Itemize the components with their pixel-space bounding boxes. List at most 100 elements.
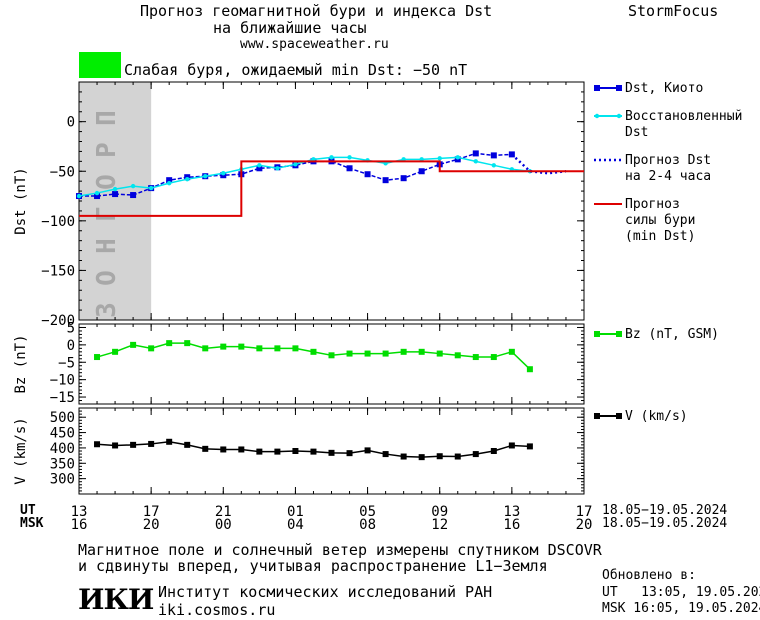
point-bz <box>310 348 317 355</box>
ut-tick-label: 09 <box>431 504 448 520</box>
point-bz <box>256 345 263 352</box>
point-v <box>202 445 209 452</box>
updated-label: Обновлено в: <box>602 568 696 583</box>
storm-status-text: Слабая буря, ожидаемый min Dst: −50 nT <box>124 61 468 79</box>
msk-label: MSK <box>20 516 44 531</box>
point-v <box>256 448 263 455</box>
point-restored <box>94 190 100 196</box>
point-restored <box>112 186 118 192</box>
point-bz <box>220 343 227 350</box>
bz-ytick-label: −15 <box>50 390 75 406</box>
v-ytick-label: 450 <box>50 426 75 442</box>
point-v <box>184 441 191 448</box>
point-restored <box>221 171 226 176</box>
point-dst_kyoto <box>112 191 119 198</box>
point-bz <box>328 352 335 359</box>
point-dst_kyoto <box>382 177 389 184</box>
forecast-band <box>79 82 152 320</box>
v-ytick-label: 500 <box>50 410 75 426</box>
point-v <box>112 442 119 449</box>
point-bz <box>94 354 101 361</box>
institute-name: Институт космических исследований РАН <box>158 583 493 601</box>
ut-tick-label: 17 <box>576 504 593 520</box>
point-bz <box>454 352 461 359</box>
legend-label-bz: Bz (nT, GSM) <box>625 327 719 342</box>
legend-label-storm_force: силы бури <box>625 213 695 228</box>
bz-ylabel: Bz (nT) <box>13 334 29 393</box>
point-v <box>526 443 533 450</box>
dst-ytick-label: −100 <box>41 214 75 230</box>
footer-note-line-2: и сдвинуты вперед, учитывая распростране… <box>78 557 548 575</box>
legend-label-forecast: Прогноз Dst <box>625 153 711 168</box>
forecast-band-letter: Г <box>92 206 122 222</box>
legend-label-dst_kyoto: Dst, Киото <box>625 81 703 96</box>
msk-date-range: 18.05−19.05.2024 <box>602 516 728 531</box>
ut-tick-label: 21 <box>215 504 232 520</box>
point-restored <box>293 162 298 167</box>
point-bz <box>490 354 497 361</box>
dst-frame <box>78 81 585 321</box>
point-v <box>508 442 515 449</box>
point-dst_kyoto <box>130 192 137 199</box>
brand-name: StormFocus <box>628 2 719 20</box>
website-link[interactable]: www.spaceweather.ru <box>240 37 389 52</box>
legend-marker-dst_kyoto <box>594 85 600 91</box>
legend-marker-v <box>594 413 600 419</box>
ut-tick-label: 17 <box>143 504 160 520</box>
point-restored <box>437 156 442 161</box>
point-v <box>148 440 155 447</box>
msk-tick-label: 00 <box>215 517 232 533</box>
legend-marker-restored <box>616 113 622 119</box>
dst-ytick-label: −150 <box>41 263 75 279</box>
iki-logo: ИКИ <box>78 583 154 616</box>
msk-tick-label: 20 <box>576 517 593 533</box>
point-dst_kyoto <box>418 168 425 175</box>
point-bz <box>508 348 515 355</box>
point-bz <box>166 340 173 347</box>
forecast-band-letter: О <box>92 174 122 190</box>
ut-label: UT <box>20 503 36 518</box>
point-restored <box>130 183 136 189</box>
v-ylabel: V (km/s) <box>13 417 29 484</box>
msk-tick-label: 20 <box>143 517 160 533</box>
point-bz <box>382 350 389 357</box>
point-v <box>400 453 407 460</box>
point-restored <box>347 155 352 160</box>
point-restored <box>491 163 497 168</box>
bz-frame <box>78 323 585 405</box>
point-restored <box>455 155 460 160</box>
v-ytick-label: 400 <box>50 441 75 457</box>
legend-marker-bz <box>594 331 600 337</box>
legend-label-restored: Dst <box>625 125 648 140</box>
updated-msk: MSK 16:05, 19.05.2024 <box>602 601 760 616</box>
point-v <box>292 448 299 454</box>
forecast-band-letter: Н <box>92 238 122 254</box>
msk-tick-label: 04 <box>287 517 304 533</box>
point-v <box>364 447 371 454</box>
ut-tick-label: 13 <box>503 504 520 520</box>
point-restored <box>473 159 478 164</box>
v-ytick-label: 300 <box>50 472 75 488</box>
point-bz <box>130 341 137 348</box>
point-bz <box>292 345 299 352</box>
forecast-band-letter: Р <box>92 142 122 158</box>
point-restored <box>148 185 154 191</box>
title-line-1: Прогноз геомагнитной бури и индекса Dst <box>140 2 493 20</box>
institute-site-link[interactable]: iki.cosmos.ru <box>158 601 276 619</box>
legend-label-restored: Восстановленный <box>625 109 742 124</box>
point-v <box>220 446 227 453</box>
dst-ylabel: Dst (nT) <box>13 167 29 234</box>
point-v <box>346 450 353 457</box>
point-v <box>94 441 101 448</box>
ut-date-range: 18.05−19.05.2024 <box>602 503 728 518</box>
updated-ut: UT 13:05, 19.05.2024 <box>602 585 760 600</box>
point-bz <box>202 345 209 352</box>
dst-ytick-label: −200 <box>41 313 75 329</box>
legend-marker-v <box>616 413 622 419</box>
point-v <box>436 453 443 460</box>
legend-label-storm_force: Прогноз <box>625 197 680 212</box>
point-bz <box>346 350 353 357</box>
